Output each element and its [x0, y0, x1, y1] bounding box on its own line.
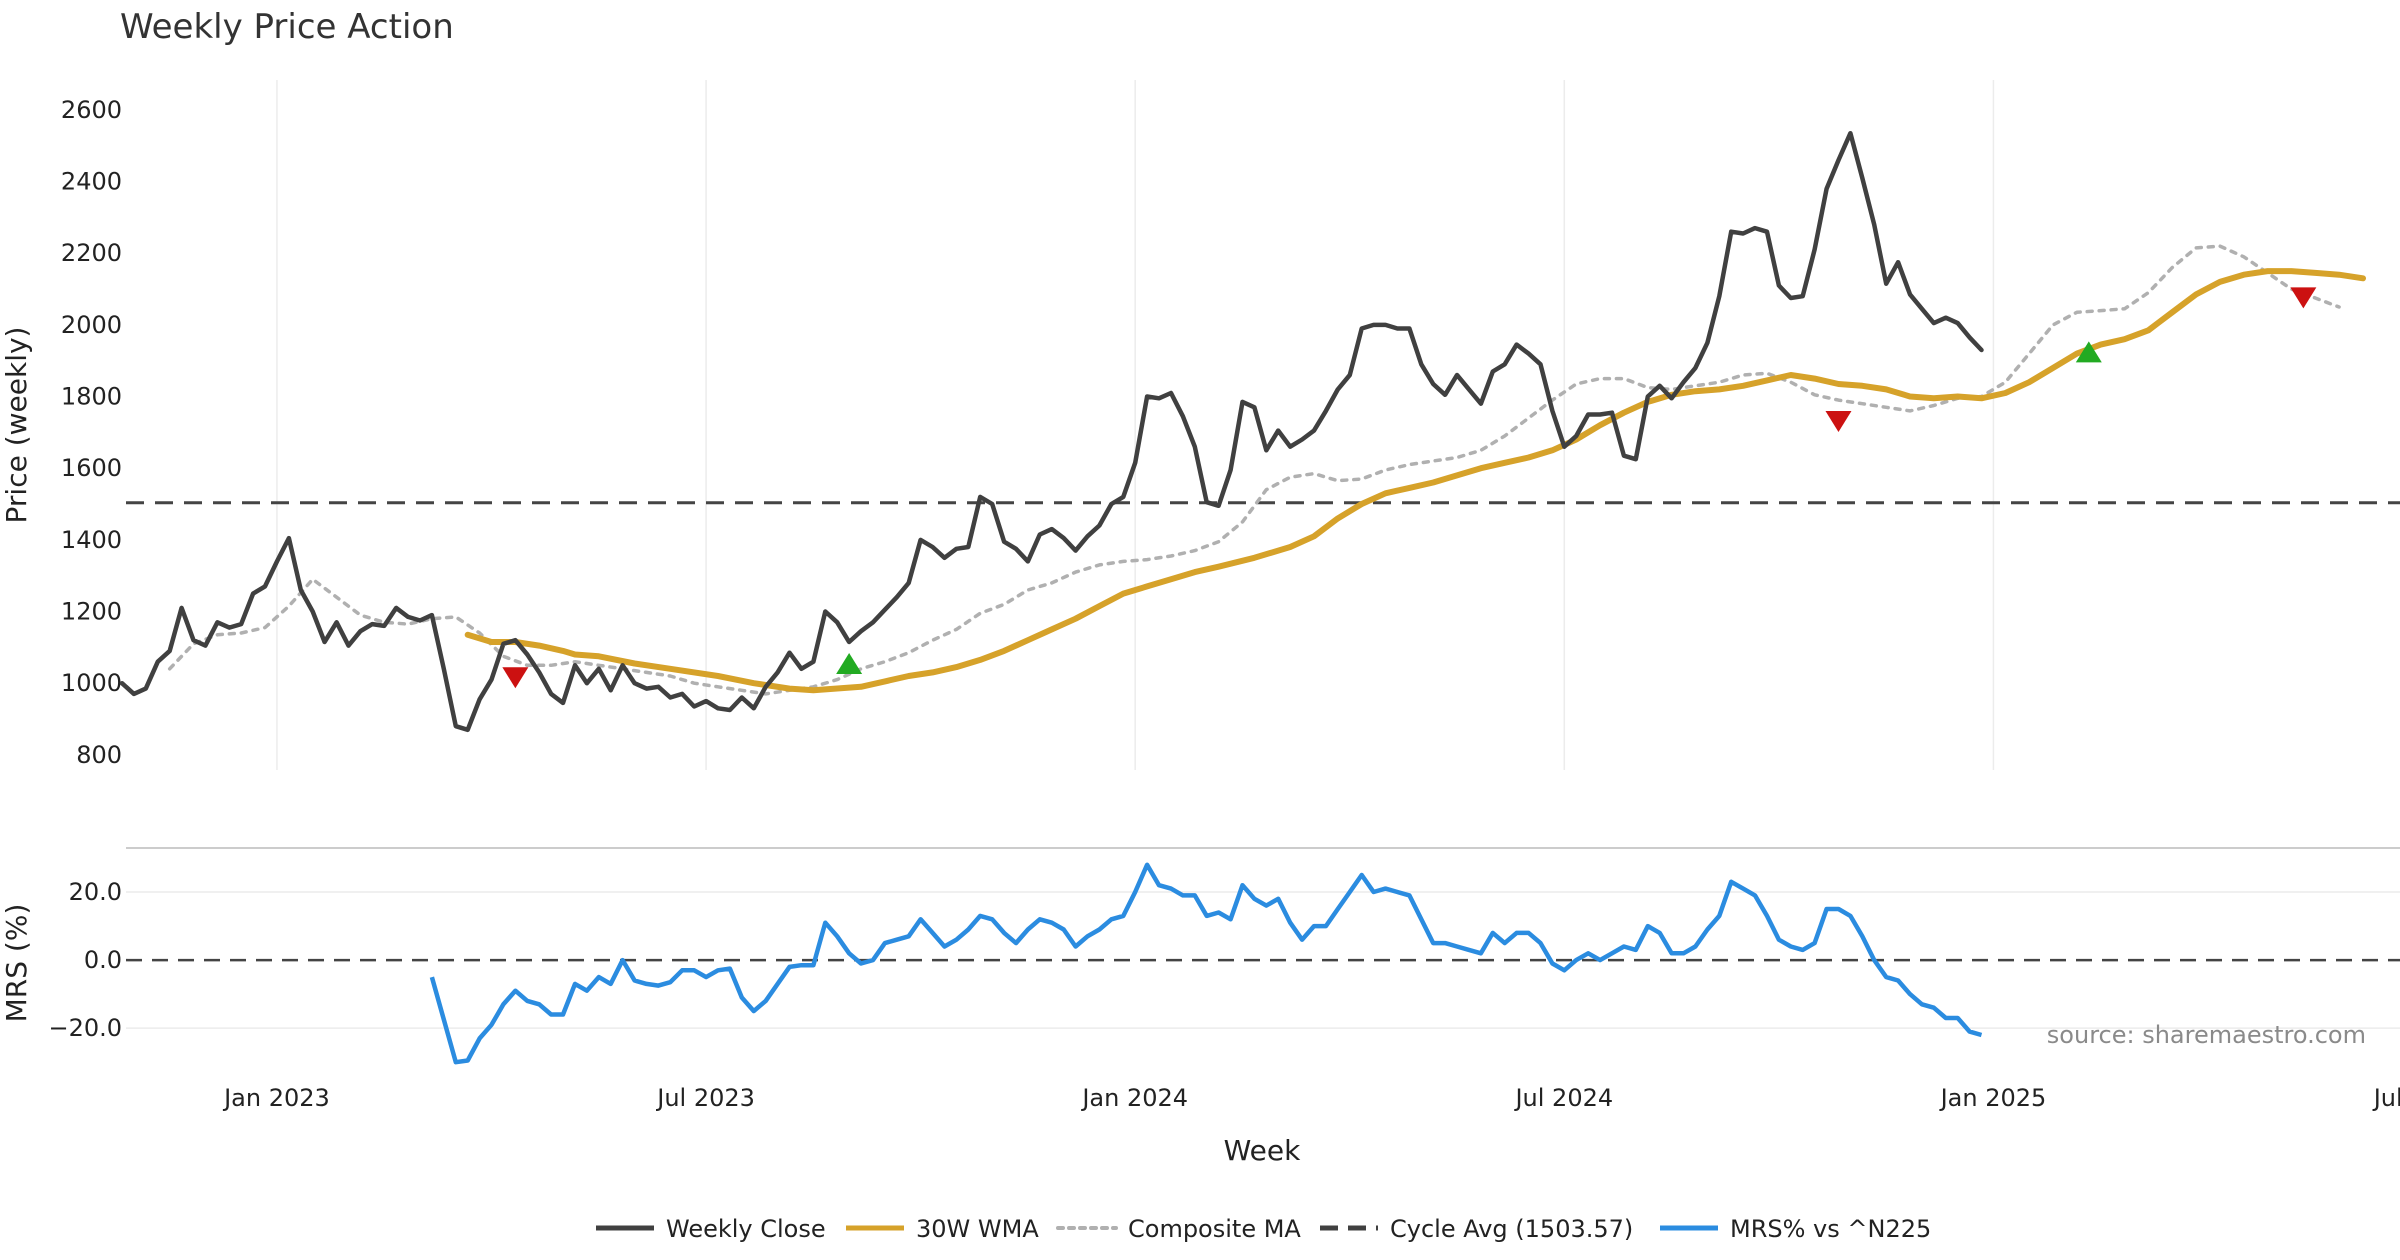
price-y-axis-label: Price (weekly)	[0, 327, 33, 524]
buy-signal-marker	[836, 653, 863, 675]
mrs-y-tick-label: 20.0	[69, 878, 122, 906]
mrs-y-axis-label: MRS (%)	[0, 904, 33, 1023]
buy-signal-marker	[2075, 341, 2102, 363]
x-axis-label: Week	[1224, 1134, 1301, 1167]
mrs-y-tick-label: 0.0	[84, 946, 122, 974]
x-tick-label: Jan 2023	[222, 1084, 330, 1112]
composite-ma-line	[167, 244, 2341, 696]
price-y-tick-label: 1800	[61, 383, 122, 411]
signal-markers	[502, 287, 2317, 689]
legend: Weekly Close 30W WMA Composite MA Cycle Avg…	[596, 1215, 1931, 1243]
weekly-close-line	[119, 130, 1984, 733]
sell-signal-marker	[502, 667, 529, 689]
price-y-tick-label: 800	[76, 741, 122, 769]
source-credit: source: sharemaestro.com	[2047, 1021, 2366, 1049]
mrs-y-ticks: 20.0 0.0 −20.0	[48, 878, 122, 1042]
mrs-y-tick-label: −20.0	[48, 1014, 122, 1042]
price-y-tick-label: 2600	[61, 96, 122, 124]
price-y-tick-label: 2200	[61, 239, 122, 267]
price-grid	[276, 80, 1995, 770]
x-tick-label: Jul 2023	[655, 1084, 755, 1112]
legend-label: MRS% vs ^N225	[1730, 1215, 1931, 1243]
x-ticks: Jan 2023 Jul 2023 Jan 2024 Jul 2024 Jan 2025…	[222, 1084, 2400, 1112]
sell-signal-marker	[2290, 287, 2317, 309]
price-y-tick-label: 2000	[61, 311, 122, 339]
x-tick-label: Jul 2025	[2372, 1084, 2400, 1112]
mrs-grid	[126, 847, 2400, 1029]
price-y-ticks: 800 1000 1200 1400 1600 1800 2000 2200 2400 2600	[61, 96, 122, 769]
legend-label: Cycle Avg (1503.57)	[1390, 1215, 1633, 1243]
price-y-tick-label: 1000	[61, 669, 122, 697]
sell-signal-marker	[1825, 411, 1852, 433]
x-tick-label: Jul 2024	[1513, 1084, 1613, 1112]
price-y-tick-label: 2400	[61, 168, 122, 196]
price-y-tick-label: 1600	[61, 454, 122, 482]
legend-label: Weekly Close	[666, 1215, 826, 1243]
legend-label: Composite MA	[1128, 1215, 1301, 1243]
chart-title: Weekly Price Action	[120, 7, 454, 47]
price-series	[119, 130, 2400, 733]
price-y-tick-label: 1200	[61, 598, 122, 626]
legend-label: 30W WMA	[916, 1215, 1039, 1243]
price-y-tick-label: 1400	[61, 526, 122, 554]
x-tick-label: Jan 2025	[1939, 1084, 2047, 1112]
x-tick-label: Jan 2024	[1080, 1084, 1188, 1112]
mrs-series	[429, 862, 1983, 1065]
mrs-line	[429, 862, 1983, 1065]
wma-30w-line	[464, 268, 2366, 694]
